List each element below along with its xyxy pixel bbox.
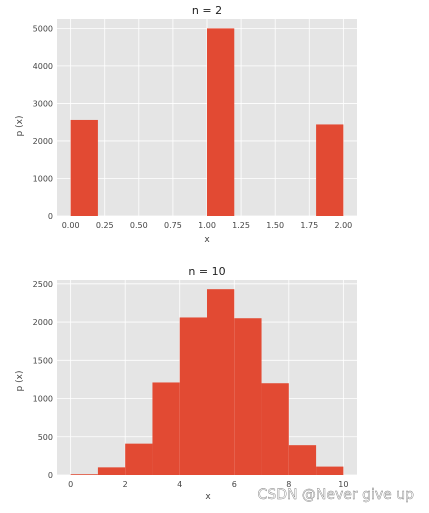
bars xyxy=(70,28,344,217)
x-tick-labels: 0 2 4 6 8 10 xyxy=(68,480,348,489)
histogram-bar xyxy=(207,28,235,217)
histogram-bar xyxy=(288,445,317,475)
x-axis-label: x xyxy=(204,235,210,245)
y-axis-label: p (x) xyxy=(15,371,25,392)
chart-title: n = 10 xyxy=(188,265,225,278)
y-tick-label: 1500 xyxy=(33,356,53,365)
y-tick-label: 500 xyxy=(38,433,53,442)
x-tick-label: 10 xyxy=(338,480,348,489)
y-tick-label: 5000 xyxy=(33,24,53,33)
x-tick-label: 0 xyxy=(68,480,73,489)
histogram-bar xyxy=(70,474,98,475)
x-tick-label: 1.00 xyxy=(198,221,216,230)
y-tick-label: 0 xyxy=(48,212,53,221)
histogram-bar xyxy=(261,383,289,475)
histogram-bar xyxy=(316,124,344,216)
y-tick-labels: 0 500 1000 1500 2000 2500 xyxy=(33,280,53,480)
x-tick-label: 8 xyxy=(286,480,291,489)
chart-title: n = 2 xyxy=(192,4,222,17)
x-tick-label: 6 xyxy=(232,480,237,489)
histogram-bar xyxy=(70,119,98,216)
histogram-bar xyxy=(179,317,207,475)
x-tick-label: 1.25 xyxy=(232,221,250,230)
y-tick-label: 2000 xyxy=(33,318,53,327)
bars xyxy=(70,289,344,475)
x-tick-label: 0.00 xyxy=(62,221,80,230)
x-tick-label: 0.50 xyxy=(130,221,148,230)
x-tick-label: 2.00 xyxy=(334,221,352,230)
x-tick-label: 1.75 xyxy=(300,221,318,230)
y-tick-label: 1000 xyxy=(33,174,53,183)
y-tick-label: 4000 xyxy=(33,62,53,71)
histogram-bar xyxy=(234,318,262,475)
chart-n2: n = 2 0 1000 2000 3000 4000 5000 0.00 0.25 0.50… xyxy=(15,4,357,245)
x-tick-label: 2 xyxy=(123,480,128,489)
histogram-bar xyxy=(316,466,344,475)
x-tick-labels: 0.00 0.25 0.50 0.75 1.00 1.25 1.50 1.75 2.00 xyxy=(62,221,353,230)
y-tick-label: 2500 xyxy=(33,280,53,289)
y-tick-label: 1000 xyxy=(33,395,53,404)
histogram-bar xyxy=(207,289,235,475)
watermark: CSDN @Never give up xyxy=(258,487,415,503)
histogram-bar xyxy=(97,467,126,475)
y-tick-label: 2000 xyxy=(33,137,53,146)
y-tick-label: 0 xyxy=(48,471,53,480)
x-tick-label: 4 xyxy=(177,480,182,489)
y-tick-label: 3000 xyxy=(33,99,53,108)
chart-n10: n = 10 0 500 1000 1500 2000 2500 0 2 4 6 8 10 x p … xyxy=(15,265,357,502)
x-axis-label: x xyxy=(205,492,211,502)
x-tick-label: 0.75 xyxy=(164,221,182,230)
y-tick-labels: 0 1000 2000 3000 4000 5000 xyxy=(33,24,53,221)
y-axis-label: p (x) xyxy=(15,116,25,137)
histogram-bar xyxy=(152,382,180,475)
x-tick-label: 0.25 xyxy=(96,221,114,230)
histogram-bar xyxy=(125,443,153,475)
x-tick-label: 1.50 xyxy=(266,221,284,230)
